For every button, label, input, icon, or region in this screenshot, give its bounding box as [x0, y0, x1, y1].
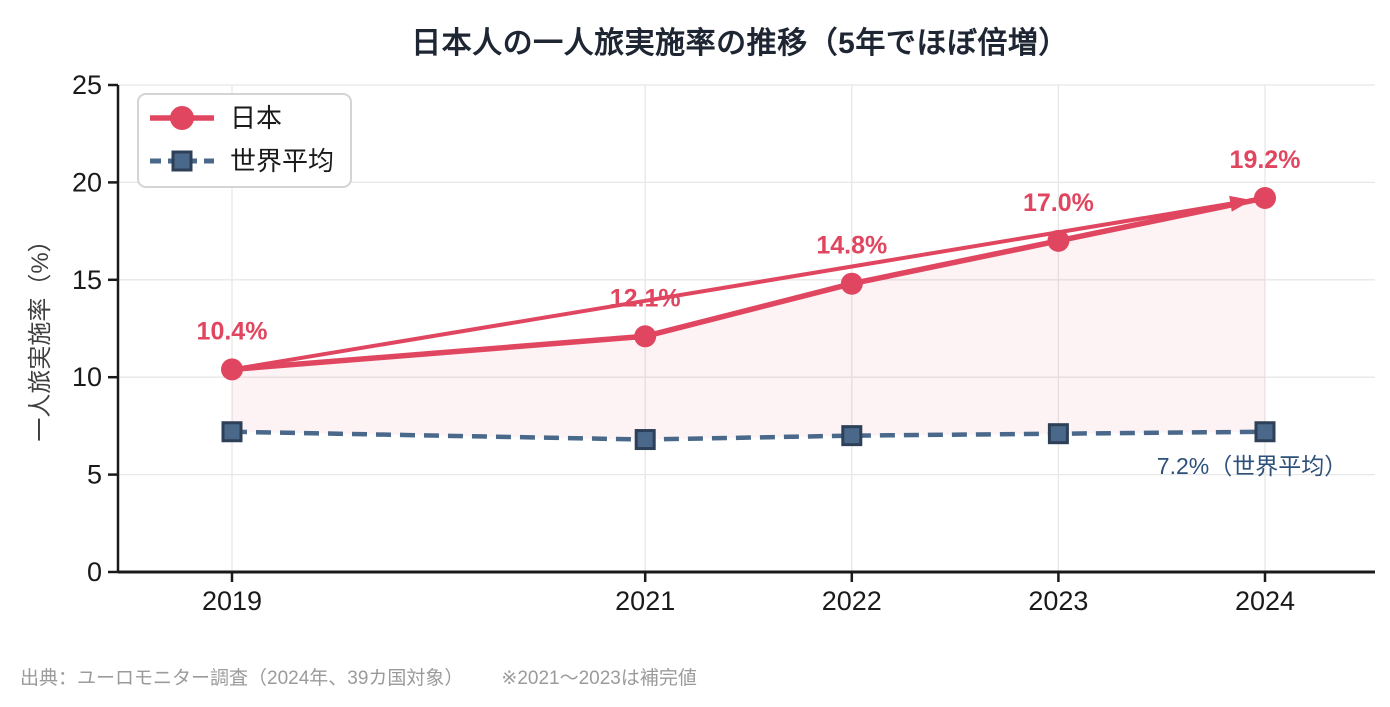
footnote-text: ※2021～2023は補完値: [501, 668, 697, 689]
x-tick-label: 2019: [202, 586, 262, 616]
chart-title: 日本人の一人旅実施率の推移（5年でほぼ倍増）: [411, 27, 1069, 60]
area-fill: [232, 197, 1265, 440]
japan-point-label: 10.4%: [197, 317, 268, 345]
y-tick-label: 15: [72, 265, 102, 295]
world-average-line: [231, 429, 1266, 442]
world-average-point: [221, 421, 243, 443]
legend-japan-marker: [170, 106, 194, 130]
world-average-annotation: 7.2%（世界平均）: [1157, 453, 1347, 479]
y-tick-label: 5: [87, 460, 102, 490]
source-text: 出典：ユーロモニター調査（2024年、39カ国対象）: [20, 668, 464, 689]
y-tick-label: 0: [87, 557, 102, 587]
x-tick-label: 2022: [822, 586, 882, 616]
x-tick-label: 2024: [1235, 586, 1295, 616]
japan-point: [221, 358, 243, 381]
japan-point-label: 19.2%: [1230, 146, 1301, 174]
world-average-point: [1254, 421, 1276, 443]
japan-point: [634, 325, 657, 348]
source-note: 出典：ユーロモニター調査（2024年、39カ国対象） ※2021～2023は補完値: [20, 663, 697, 690]
japan-point-label: 17.0%: [1023, 189, 1094, 217]
legend-world-marker: [171, 150, 193, 172]
japan-point: [1254, 186, 1276, 209]
japan-point: [840, 272, 863, 295]
legend-world-label: 世界平均: [230, 146, 334, 176]
x-tick-label: 2023: [1028, 586, 1088, 616]
y-tick-label: 20: [72, 167, 102, 197]
y-axis-title: 一人旅実施率（%）: [27, 228, 54, 441]
legend-japan-label: 日本: [230, 103, 282, 133]
japan-point: [1047, 229, 1070, 252]
japan-point-label: 14.8%: [816, 232, 887, 260]
x-tick-label: 2021: [615, 586, 675, 616]
world-average-point: [841, 425, 863, 447]
y-tick-label: 10: [72, 362, 102, 392]
japan-point-label: 12.1%: [610, 284, 681, 312]
world-average-point: [1047, 423, 1069, 445]
world-average-point: [634, 429, 656, 451]
y-tick-label: 25: [72, 70, 102, 100]
trend-arrow-shaft: [231, 200, 1237, 372]
